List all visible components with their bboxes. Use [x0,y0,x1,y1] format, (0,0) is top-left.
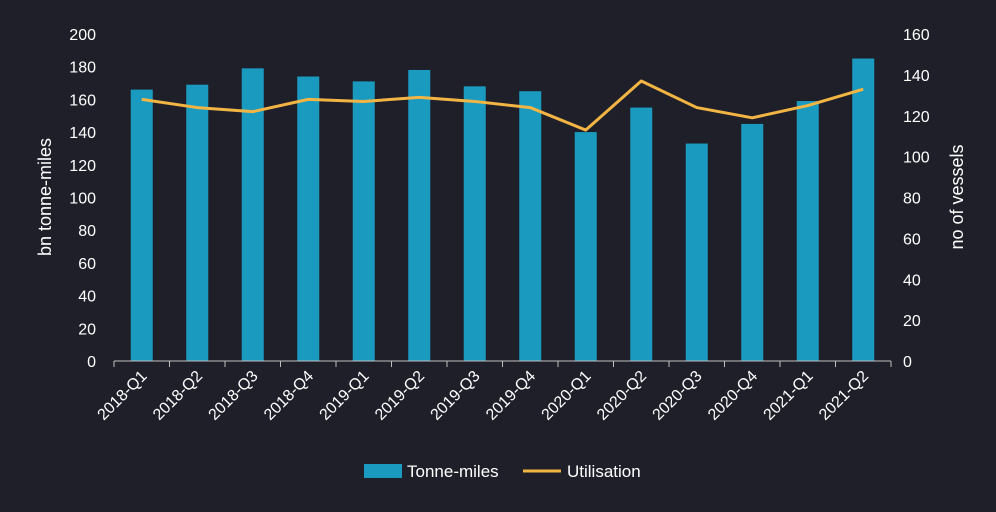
right-axis-ticks: 0 20 40 60 80 100 120 140 160 [903,27,930,371]
bar-2019-q4 [519,91,542,361]
legend-swatch-tonne-miles [364,464,402,478]
y-tick-label: 140 [69,125,96,142]
y-tick-label: 60 [78,256,96,273]
x-axis-ticks: 2018-Q1 2018-Q2 2018-Q3 2018-Q4 2019-Q1 2019-… [95,361,892,424]
legend-label-tonne-miles: Tonne-miles [407,462,499,481]
x-tick-label: 2020-Q3 [650,368,706,424]
x-tick-label: 2020-Q4 [705,368,761,424]
x-tick-label: 2021-Q1 [761,368,817,424]
y2-tick-label: 120 [903,109,930,126]
y-tick-label: 20 [78,321,96,338]
bar-2020-q4 [741,123,764,361]
x-tick-label: 2018-Q1 [95,368,151,424]
y2-tick-label: 100 [903,150,930,167]
y-tick-label: 200 [69,27,96,44]
bar-2020-q2 [630,107,653,361]
bar-2019-q2 [408,69,431,361]
x-tick-label: 2019-Q2 [372,368,428,424]
bar-2018-q4 [297,76,320,361]
x-tick-label: 2020-Q2 [594,368,650,424]
y-tick-label: 180 [69,60,96,77]
y2-tick-label: 160 [903,27,930,44]
y-tick-label: 80 [78,223,96,240]
y2-tick-label: 140 [903,68,930,85]
y-tick-label: 100 [69,191,96,208]
legend: Tonne-miles Utilisation [364,462,641,481]
bar-2018-q3 [241,68,264,362]
bar-2019-q1 [352,81,375,361]
y-tick-label: 160 [69,92,96,109]
bar-2018-q2 [186,84,209,361]
x-tick-label: 2019-Q1 [317,368,373,424]
left-axis-title: bn tonne-miles [35,138,55,256]
x-tick-label: 2018-Q3 [206,368,262,424]
y2-tick-label: 0 [903,354,912,371]
utilisation-line [141,79,864,132]
left-axis-ticks: 0 20 40 60 80 100 120 140 160 180 200 [69,27,96,371]
y2-tick-label: 60 [903,231,921,248]
x-tick-label: 2018-Q2 [150,368,206,424]
bar-2021-q2 [852,58,875,362]
bar-2020-q1 [574,132,597,361]
right-axis-title: no of vessels [947,144,967,249]
bar-2021-q1 [796,101,819,361]
x-tick-label: 2018-Q4 [261,368,317,424]
y2-tick-label: 40 [903,272,921,289]
y-tick-label: 40 [78,289,96,306]
x-tick-label: 2020-Q1 [539,368,595,424]
x-tick-label: 2021-Q2 [816,368,872,424]
x-tick-label: 2019-Q4 [483,368,539,424]
y2-tick-label: 80 [903,191,921,208]
y2-tick-label: 20 [903,313,921,330]
bar-2019-q3 [463,86,486,361]
bar-2020-q3 [685,143,708,361]
tonne-miles-bars [130,58,875,362]
y-tick-label: 0 [87,354,96,371]
x-tick-label: 2019-Q3 [428,368,484,424]
y-tick-label: 120 [69,158,96,175]
legend-label-utilisation: Utilisation [567,462,641,481]
utilisation-line-group [141,79,864,132]
bar-2018-q1 [130,89,153,361]
